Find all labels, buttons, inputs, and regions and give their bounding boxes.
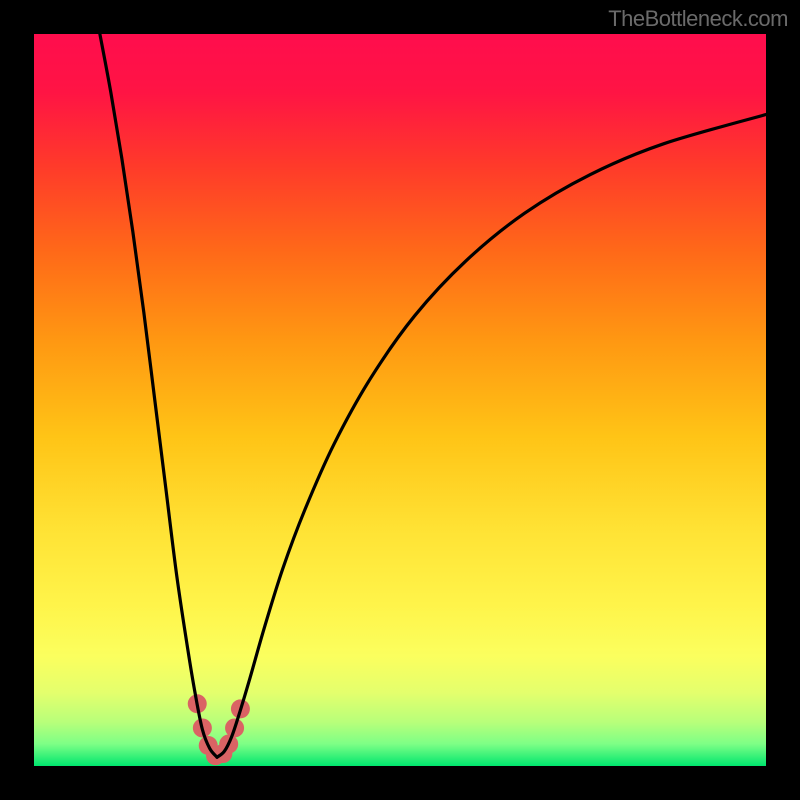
curve-right-branch [217,115,766,758]
watermark-text: TheBottleneck.com [608,6,788,32]
svg-layer [34,34,766,766]
plot-area [34,34,766,766]
chart-frame: TheBottleneck.com [0,0,800,800]
curve-left-branch [100,34,217,757]
